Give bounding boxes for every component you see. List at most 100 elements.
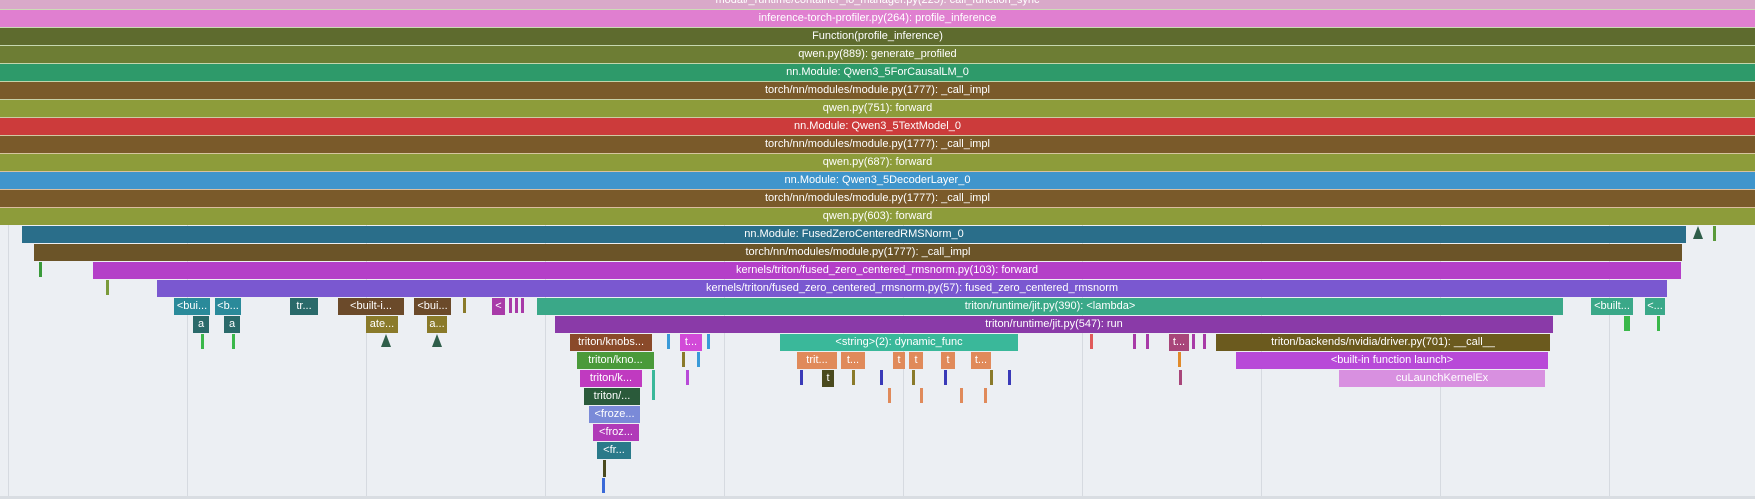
flame-sliver[interactable] (1203, 334, 1206, 349)
flame-sliver[interactable] (603, 460, 606, 477)
flame-sliver[interactable] (1133, 334, 1136, 349)
flame-sliver[interactable] (1179, 370, 1182, 385)
flame-frame[interactable]: ate... (366, 316, 398, 333)
flame-frame[interactable]: t... (1169, 334, 1189, 351)
flame-frame[interactable]: t... (841, 352, 865, 369)
flame-sliver[interactable] (990, 370, 993, 385)
flame-sliver[interactable] (852, 370, 855, 385)
flame-frame[interactable]: t (893, 352, 905, 369)
flame-frame[interactable]: nn.Module: Qwen3_5DecoderLayer_0 (0, 172, 1755, 189)
flame-frame[interactable]: triton/runtime/jit.py(547): run (555, 316, 1553, 333)
flame-sliver[interactable] (800, 370, 803, 385)
flame-frame[interactable]: <bui... (414, 298, 451, 315)
flame-marker (1693, 226, 1703, 239)
flame-frame[interactable]: trit... (797, 352, 837, 369)
flame-sliver[interactable] (1627, 316, 1630, 331)
timeline-axis-line (0, 496, 1755, 499)
flame-sliver[interactable] (880, 370, 883, 385)
gridline (187, 225, 188, 499)
flame-sliver[interactable] (1624, 316, 1627, 331)
flame-sliver[interactable] (521, 298, 524, 313)
flame-frame[interactable]: t... (680, 334, 702, 351)
flame-frame[interactable]: <built-i... (338, 298, 404, 315)
flame-sliver[interactable] (515, 298, 518, 313)
flame-sliver[interactable] (1178, 352, 1181, 367)
flame-frame[interactable]: nn.Module: Qwen3_5ForCausalLM_0 (0, 64, 1755, 81)
flame-frame[interactable]: <built... (1591, 298, 1633, 315)
gridline (366, 225, 367, 499)
flame-sliver[interactable] (652, 370, 655, 400)
flame-frame[interactable]: torch/nn/modules/module.py(1777): _call_… (0, 136, 1755, 153)
flame-marker (381, 334, 391, 347)
gridline (1082, 225, 1083, 499)
flame-frame[interactable]: <bui... (174, 298, 210, 315)
flame-frame[interactable]: tr... (290, 298, 318, 315)
flame-frame[interactable]: qwen.py(751): forward (0, 100, 1755, 117)
flame-sliver[interactable] (509, 298, 512, 313)
flame-frame[interactable]: inference-torch-profiler.py(264): profil… (0, 10, 1755, 27)
flame-sliver[interactable] (944, 370, 947, 385)
flame-frame[interactable]: t... (971, 352, 991, 369)
flame-sliver[interactable] (1008, 370, 1011, 385)
flame-sliver[interactable] (1090, 334, 1093, 349)
flame-sliver[interactable] (697, 352, 700, 367)
flame-sliver[interactable] (106, 280, 109, 295)
flame-sliver[interactable] (960, 388, 963, 403)
flame-sliver[interactable] (1657, 316, 1660, 331)
flame-frame[interactable]: t (941, 352, 955, 369)
flame-frame[interactable]: <froze... (589, 406, 640, 423)
flame-frame[interactable]: <b... (215, 298, 241, 315)
flame-sliver[interactable] (232, 334, 235, 349)
flame-sliver[interactable] (1713, 226, 1716, 241)
flame-frame[interactable]: <string>(2): dynamic_func (780, 334, 1018, 351)
flame-frame[interactable]: modal/_runtime/container_io_manager.py(2… (0, 0, 1755, 9)
flame-frame[interactable]: a (224, 316, 240, 333)
flame-frame[interactable]: qwen.py(687): forward (0, 154, 1755, 171)
flame-marker (432, 334, 442, 347)
flame-frame[interactable]: triton/kno... (577, 352, 654, 369)
flame-frame[interactable]: triton/k... (580, 370, 642, 387)
flame-frame[interactable]: nn.Module: FusedZeroCenteredRMSNorm_0 (22, 226, 1686, 243)
flame-frame[interactable]: t (822, 370, 834, 387)
flame-frame[interactable]: torch/nn/modules/module.py(1777): _call_… (0, 82, 1755, 99)
gridline (1609, 225, 1610, 499)
flame-frame[interactable]: Function(profile_inference) (0, 28, 1755, 45)
flame-sliver[interactable] (707, 334, 710, 349)
flame-sliver[interactable] (912, 370, 915, 385)
flame-sliver[interactable] (667, 334, 670, 349)
flame-frame[interactable]: <built-in function launch> (1236, 352, 1548, 369)
flame-frame[interactable]: <fr... (597, 442, 631, 459)
flame-frame[interactable]: triton/... (584, 388, 640, 405)
flame-frame[interactable]: qwen.py(889): generate_profiled (0, 46, 1755, 63)
flame-frame[interactable]: t (909, 352, 923, 369)
flame-frame[interactable]: triton/knobs... (570, 334, 652, 351)
flame-frame[interactable]: qwen.py(603): forward (0, 208, 1755, 225)
flame-sliver[interactable] (201, 334, 204, 349)
flame-sliver[interactable] (1146, 334, 1149, 349)
flame-frame[interactable]: a... (427, 316, 447, 333)
flame-frame[interactable]: triton/backends/nvidia/driver.py(701): _… (1216, 334, 1550, 351)
flame-frame[interactable]: kernels/triton/fused_zero_centered_rmsno… (93, 262, 1681, 279)
flame-sliver[interactable] (1192, 334, 1195, 349)
gridline (8, 225, 9, 499)
gridline (724, 225, 725, 499)
flame-sliver[interactable] (682, 352, 685, 367)
flame-frame[interactable]: torch/nn/modules/module.py(1777): _call_… (34, 244, 1682, 261)
flame-frame[interactable]: cuLaunchKernelEx (1339, 370, 1545, 387)
flame-sliver[interactable] (888, 388, 891, 403)
flame-frame[interactable]: <... (1645, 298, 1665, 315)
flame-frame[interactable]: a (193, 316, 209, 333)
flame-sliver[interactable] (920, 388, 923, 403)
flame-frame[interactable]: <froz... (593, 424, 639, 441)
flame-sliver[interactable] (39, 262, 42, 277)
flame-sliver[interactable] (602, 478, 605, 493)
flame-frame[interactable]: kernels/triton/fused_zero_centered_rmsno… (157, 280, 1667, 297)
flame-frame[interactable]: < (492, 298, 505, 315)
flame-sliver[interactable] (463, 298, 466, 313)
flame-frame[interactable]: triton/runtime/jit.py(390): <lambda> (537, 298, 1563, 315)
flame-frame[interactable]: torch/nn/modules/module.py(1777): _call_… (0, 190, 1755, 207)
flame-frame[interactable]: nn.Module: Qwen3_5TextModel_0 (0, 118, 1755, 135)
flame-sliver[interactable] (686, 370, 689, 385)
flame-sliver[interactable] (984, 388, 987, 403)
